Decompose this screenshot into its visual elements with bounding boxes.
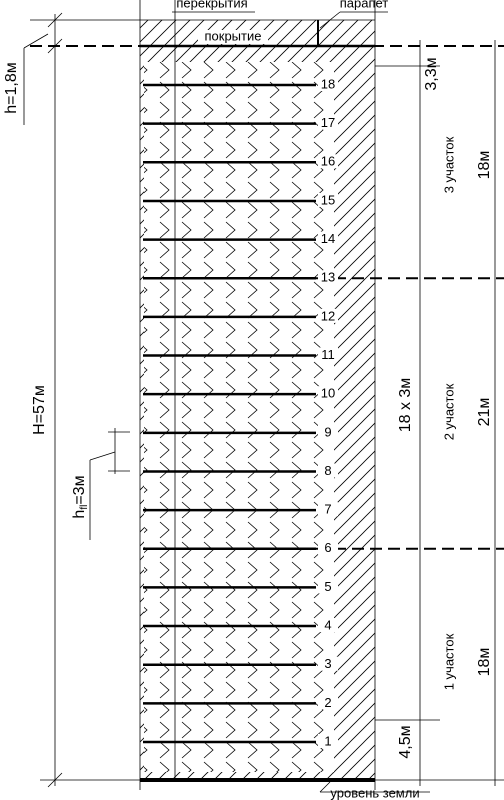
label: парапет: [340, 0, 389, 10]
chevron-hatch: [144, 62, 334, 772]
floor-number: 4: [324, 617, 331, 632]
label-bg: [318, 656, 338, 671]
label: 3,3м: [423, 57, 440, 90]
label: 2 участок: [441, 383, 456, 440]
leader: [23, 33, 49, 49]
tick: [47, 772, 63, 788]
label-bg: [318, 463, 338, 478]
tick: [47, 12, 63, 28]
tick: [47, 38, 63, 54]
floor-number: 15: [321, 192, 335, 207]
label-bg: [318, 424, 338, 439]
label: 18м: [476, 151, 493, 180]
floor-number: 16: [321, 154, 335, 169]
label-bg: [318, 695, 338, 710]
label: hfl=3м: [71, 475, 89, 518]
floor-number: 6: [324, 540, 331, 555]
label: 4,5м: [397, 725, 414, 758]
floor-number: 14: [321, 231, 335, 246]
label-bg: [318, 502, 338, 517]
label: покрытие: [205, 28, 262, 43]
label: 3 участок: [441, 136, 456, 193]
label: 1 участок: [441, 633, 456, 690]
floor-number: 18: [321, 76, 335, 91]
label-bg: [318, 618, 338, 633]
label-bg: [318, 579, 338, 594]
label-bg: [318, 347, 338, 362]
label-bg: [198, 30, 268, 44]
label: 18 x 3м: [397, 378, 414, 433]
floor-number: 10: [321, 386, 335, 401]
label-bg: [318, 270, 338, 285]
floor-number: 2: [324, 695, 331, 710]
floor-number: 9: [324, 424, 331, 439]
floor-number: 3: [324, 656, 331, 671]
label-bg: [318, 115, 338, 130]
floor-number: 12: [321, 308, 335, 323]
floor-number: 5: [324, 579, 331, 594]
floor-number: 8: [324, 463, 331, 478]
leader: [319, 781, 331, 793]
label: h=1,8м: [3, 62, 20, 113]
label-bg: [318, 540, 338, 555]
label: 18м: [476, 648, 493, 677]
label-bg: [318, 192, 338, 207]
label-bg: [318, 308, 338, 323]
leader: [319, 11, 341, 29]
label: перекрытия: [176, 0, 247, 10]
label-bg: [318, 734, 338, 748]
label-bg: [318, 231, 338, 246]
label-bg: [318, 154, 338, 169]
label-bg: [318, 386, 338, 401]
label: 21м: [476, 398, 493, 427]
floor-number: 1: [324, 733, 331, 748]
leader: [89, 451, 116, 461]
floor-number: 17: [321, 115, 335, 130]
floor-number: 13: [321, 270, 335, 285]
floor-number: 11: [321, 347, 335, 362]
label: уровень земли: [330, 785, 419, 800]
floor-number: 7: [324, 502, 331, 517]
label-bg: [318, 77, 338, 91]
label: H=57м: [31, 385, 48, 435]
